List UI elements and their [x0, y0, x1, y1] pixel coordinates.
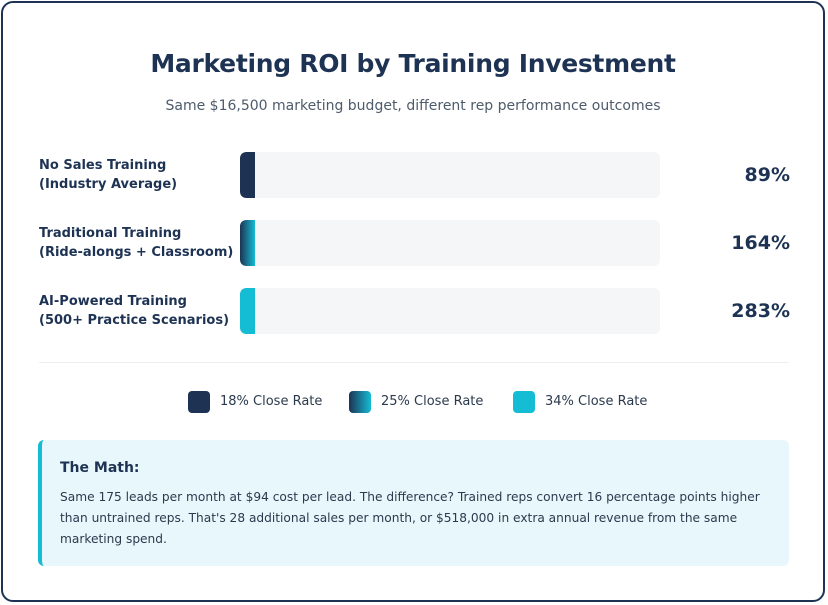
category-detail: (500+ Practice Scenarios): [39, 313, 230, 328]
legend-label: 25% Close Rate: [381, 394, 484, 409]
value-label: 164%: [731, 232, 790, 254]
divider: [39, 362, 789, 363]
legend-label: 34% Close Rate: [545, 394, 648, 409]
legend-swatch: [513, 391, 535, 413]
value-label: 89%: [744, 164, 790, 186]
value-label: 283%: [731, 300, 790, 322]
legend-swatch: [349, 391, 371, 413]
bar-track: [240, 288, 660, 334]
chart-subtitle: Same $16,500 marketing budget, different…: [165, 98, 661, 114]
math-callout: The Math: Same 175 leads per month at $9…: [38, 440, 789, 566]
legend-label: 18% Close Rate: [220, 394, 323, 409]
bar: [240, 288, 255, 334]
category-name: AI-Powered Training: [39, 294, 187, 309]
chart-title: Marketing ROI by Training Investment: [150, 49, 676, 78]
category-label: Traditional Training (Ride-alongs + Class…: [39, 224, 239, 262]
category-name: No Sales Training: [39, 158, 167, 173]
legend-swatch: [188, 391, 210, 413]
callout-body: Same 175 leads per month at $94 cost per…: [60, 490, 760, 546]
category-detail: (Industry Average): [39, 177, 178, 192]
category-name: Traditional Training: [39, 226, 182, 241]
category-label: No Sales Training (Industry Average): [39, 156, 239, 194]
category-detail: (Ride-alongs + Classroom): [39, 245, 234, 260]
chart-legend: 18% Close Rate 25% Close Rate 34% Close Ra…: [0, 391, 828, 413]
bar: [240, 152, 255, 198]
callout-title: The Math:: [60, 460, 140, 476]
bar-track: [240, 220, 660, 266]
bar: [240, 220, 255, 266]
category-label: AI-Powered Training (500+ Practice Scenar…: [39, 292, 239, 330]
bar-row: No Sales Training (Industry Average) 89%: [0, 152, 828, 200]
bar-track: [240, 152, 660, 198]
bar-row: Traditional Training (Ride-alongs + Class…: [0, 220, 828, 268]
bar-row: AI-Powered Training (500+ Practice Scenar…: [0, 288, 828, 336]
